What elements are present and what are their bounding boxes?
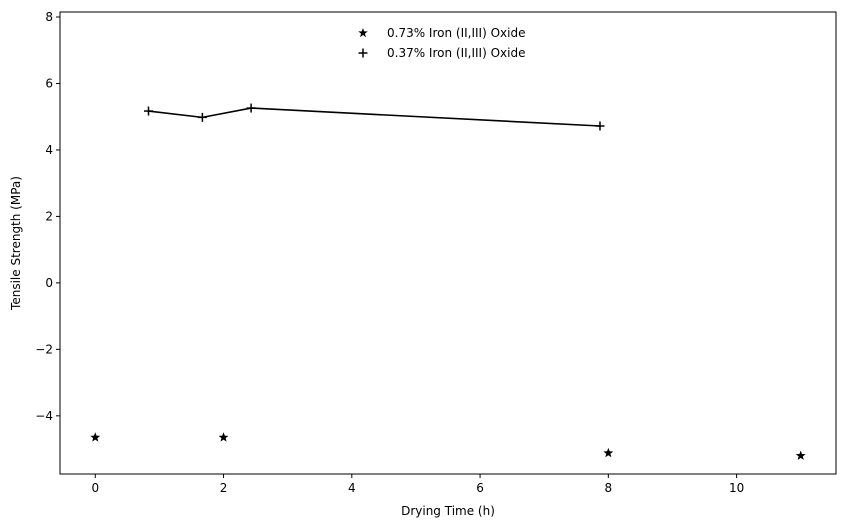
series-layer	[90, 103, 806, 460]
series-2-point	[595, 121, 605, 131]
series-1-point	[603, 447, 614, 458]
y-tick-label: 2	[45, 209, 53, 223]
x-tick-label: 2	[220, 481, 228, 495]
x-tick-label: 6	[476, 481, 484, 495]
series-2-point	[246, 103, 256, 113]
x-tick-label: 4	[348, 481, 356, 495]
legend-marker-plus	[358, 48, 368, 58]
series-2-line	[148, 107, 601, 127]
x-tick-label: 8	[605, 481, 613, 495]
x-axis: 0 2 4 6 8 10	[91, 474, 744, 495]
y-tick-label: −4	[35, 409, 53, 423]
legend-label-series-1: 0.73% Iron (II,III) Oxide	[387, 26, 525, 40]
series-2-point	[197, 112, 207, 122]
x-tick-label: 0	[91, 481, 99, 495]
y-axis: −4 −2 0 2 4 6 8	[35, 10, 60, 423]
legend: 0.73% Iron (II,III) Oxide 0.37% Iron (II…	[358, 26, 525, 60]
y-axis-label: Tensile Strength (MPa)	[9, 176, 23, 311]
y-tick-label: 6	[45, 76, 53, 90]
x-axis-label: Drying Time (h)	[401, 504, 495, 518]
legend-marker-star	[358, 28, 368, 38]
y-tick-label: 4	[45, 143, 53, 157]
series-1-point	[795, 450, 806, 460]
y-tick-label: −2	[35, 342, 53, 356]
series-1-point	[90, 432, 101, 442]
y-tick-label: 8	[45, 10, 53, 24]
legend-label-series-2: 0.37% Iron (II,III) Oxide	[387, 46, 525, 60]
x-tick-label: 10	[729, 481, 744, 495]
series-1-point	[218, 432, 229, 442]
plot-area	[59, 11, 837, 475]
y-tick-label: 0	[45, 276, 53, 290]
series-2-point	[144, 106, 153, 116]
